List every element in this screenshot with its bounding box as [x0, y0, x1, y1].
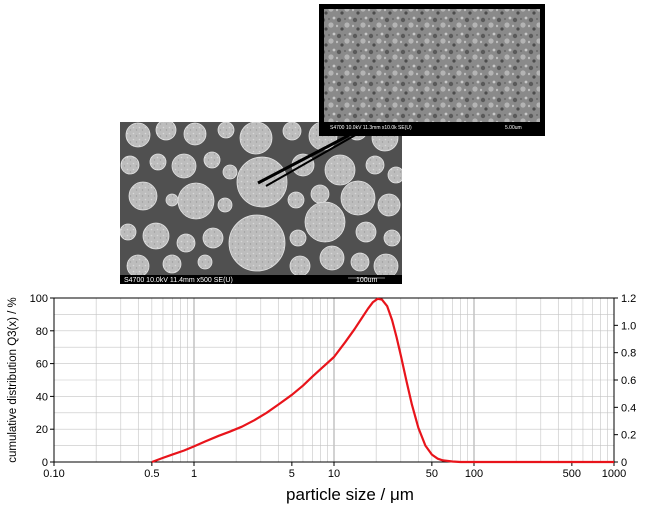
y-tick-label: 20 [36, 424, 48, 436]
y-tick-label: 80 [36, 326, 48, 338]
y-tick-label: 100 [30, 293, 48, 305]
y2-tick-label: 1.2 [621, 293, 636, 305]
y-axis: 0 20 40 60 80 100 [30, 293, 54, 469]
x-tick-label: 5 [289, 468, 295, 480]
sem-inset-scale-label: 5.00um [505, 125, 522, 131]
zoom-pointer [257, 126, 367, 187]
y2-tick-label: 0 [621, 457, 627, 469]
x-tick-label: 10 [328, 468, 340, 480]
y-axis-label: cumulative distribution Q3(x) / % [7, 297, 19, 463]
y2-tick-label: 0.8 [621, 348, 636, 360]
psd-chart: 0 20 40 60 80 100 0 0.2 0.4 0.6 0.8 1.0 1.2 0.10 0.5… [7, 293, 636, 504]
y-tick-label: 0 [42, 457, 48, 469]
y-tick-label: 60 [36, 359, 48, 371]
x-tick-label: 100 [465, 468, 483, 480]
y2-tick-label: 0.2 [621, 430, 636, 442]
y-tick-label: 40 [36, 391, 48, 403]
sem-main-scale-label: 100um [356, 277, 378, 284]
sem-main-caption: S4700 10.0kV 11.4mm x500 SE(U) [124, 277, 233, 284]
x-axis-label: particle size / μm [286, 485, 414, 504]
distribution-curve [151, 297, 614, 464]
sem-inset-caption: S4700 10.0kV 11.3mm x10.0k SE(U) [330, 125, 412, 131]
y2-tick-label: 1.0 [621, 320, 636, 332]
x-tick-label: 50 [426, 468, 438, 480]
sem-inset-image: S4700 10.0kV 11.3mm x10.0k SE(U) 5.00um [319, 4, 545, 136]
y2-tick-label: 0.6 [621, 375, 636, 387]
y2-axis: 0 0.2 0.4 0.6 0.8 1.0 1.2 [614, 293, 636, 469]
sem-main-image: S4700 10.0kV 11.4mm x500 SE(U) 100um [120, 122, 402, 284]
x-tick-label: 1 [191, 468, 197, 480]
x-axis: 0.10 0.5 1 5 10 50 100 500 1000 [43, 462, 626, 480]
x-tick-label: 500 [563, 468, 581, 480]
chart-grid [53, 298, 614, 462]
y2-tick-label: 0.4 [621, 402, 636, 414]
x-tick-label: 0.10 [43, 468, 64, 480]
x-tick-label: 1000 [602, 468, 626, 480]
x-tick-label: 0.5 [144, 468, 159, 480]
